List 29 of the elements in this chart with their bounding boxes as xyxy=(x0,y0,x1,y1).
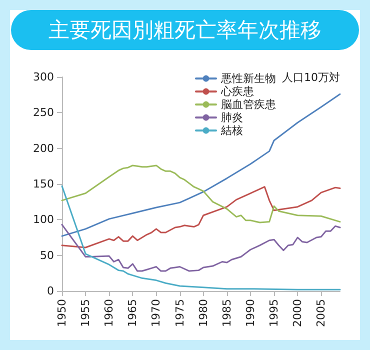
legend-label: 肺炎 xyxy=(221,111,243,124)
legend-label: 結核 xyxy=(220,124,243,137)
x-tick-label: 2000 xyxy=(291,299,304,327)
legend-label: 脳血管疾患 xyxy=(221,98,276,111)
x-tick-label: 1980 xyxy=(196,299,210,327)
x-tick-label: 1955 xyxy=(79,299,92,327)
x-tick-label: 2005 xyxy=(314,299,328,327)
x-tick-label: 1985 xyxy=(220,299,234,327)
chart-title: 主要死因別粗死亡率年次推移 xyxy=(11,10,359,50)
y-tick-label: 0 xyxy=(47,284,54,298)
line-series xyxy=(61,224,341,272)
annotation: 人口10万対 xyxy=(282,71,340,84)
x-tick-label: 1990 xyxy=(244,299,257,327)
x-tick-label: 1970 xyxy=(150,299,163,327)
line-series xyxy=(61,164,341,224)
y-tick-label: 200 xyxy=(33,142,54,155)
y-tick-label: 150 xyxy=(33,178,54,190)
x-tick-label: 1950 xyxy=(56,299,68,327)
line-series xyxy=(61,186,341,248)
x-tick-label: 1995 xyxy=(268,299,281,327)
y-tick-label: 300 xyxy=(33,70,54,84)
legend-label: 悪性新生物 xyxy=(220,72,276,85)
y-tick-label: 50 xyxy=(40,248,54,262)
legend-label: 心疾患 xyxy=(220,85,254,98)
x-tick-label: 1960 xyxy=(102,299,116,327)
x-tick-label: 1975 xyxy=(173,299,186,327)
x-tick-label: 1965 xyxy=(126,299,140,327)
y-tick-label: 250 xyxy=(33,106,54,120)
y-tick-label: 100 xyxy=(33,213,54,226)
